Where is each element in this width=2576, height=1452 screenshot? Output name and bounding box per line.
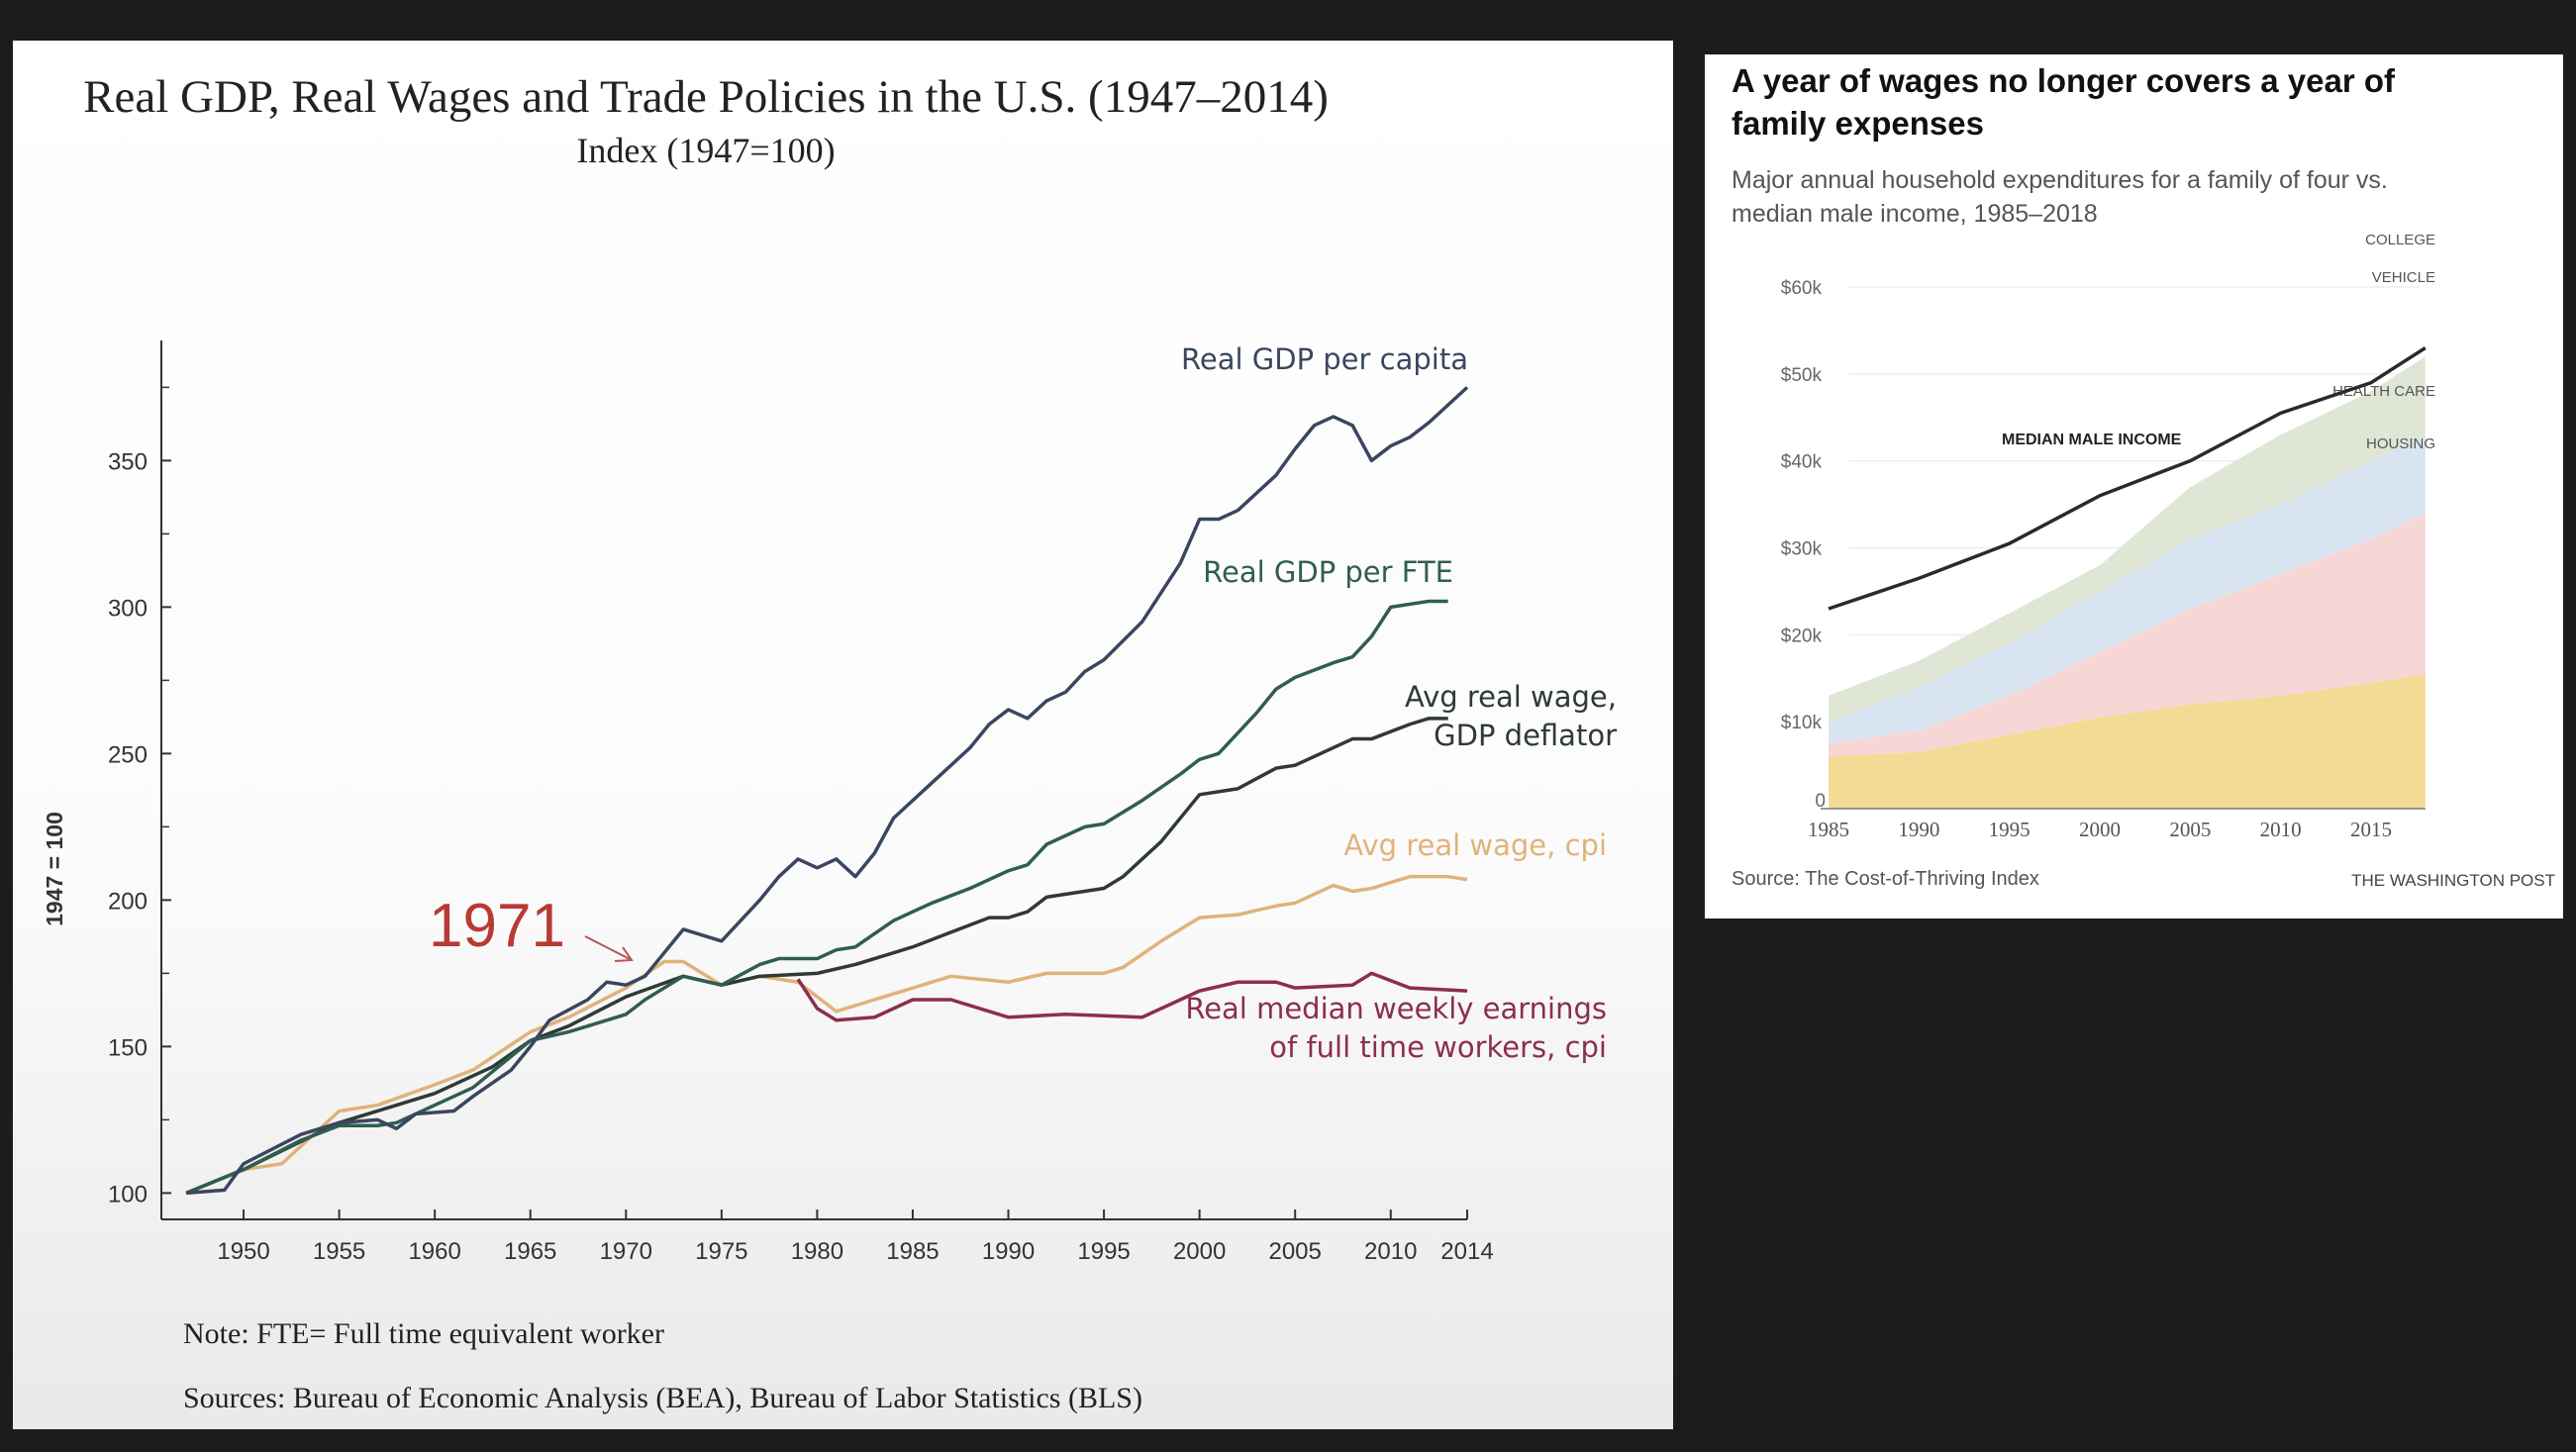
- x-tick-label: 1955: [313, 1238, 365, 1265]
- y-tick-label: $60k: [1781, 278, 1823, 299]
- median-income-line: [1828, 346, 2427, 611]
- x-tick-label: 1950: [217, 1238, 269, 1265]
- x-tick-label: 1985: [886, 1238, 939, 1265]
- chart-title-line-2: family expenses: [1732, 105, 1984, 142]
- series-label: Real median weekly earnings: [1185, 992, 1607, 1025]
- x-tick-label: 2000: [1173, 1238, 1226, 1265]
- series-line-2: [185, 717, 1448, 1195]
- gdp-wages-chart-panel: Real GDP, Real Wages and Trade Policies …: [13, 41, 1673, 1429]
- y-tick-label: 200: [108, 888, 148, 915]
- y-tick-label: $10k: [1781, 713, 1823, 733]
- year-annotation: 1971: [429, 892, 565, 960]
- series-label: Real GDP per capita: [1181, 342, 1468, 376]
- chart-credit: THE WASHINGTON POST: [2351, 871, 2555, 890]
- area-college: [1829, 356, 2426, 723]
- x-tick-label: 1995: [1989, 818, 2031, 841]
- chart-subtitle-line-2: median male income, 1985–2018: [1732, 200, 2098, 228]
- series-label: GDP deflator: [1434, 719, 1617, 752]
- series-line-4: [796, 971, 1468, 1022]
- y-tick-label: $20k: [1781, 626, 1823, 646]
- x-tick-label: 1990: [982, 1238, 1035, 1265]
- area-label: VEHICLE: [2372, 269, 2435, 286]
- x-tick-label: 1995: [1077, 1238, 1130, 1265]
- chart-title-line-1: A year of wages no longer covers a year …: [1732, 62, 2396, 99]
- household-expenses-chart-panel: A year of wages no longer covers a year …: [1705, 54, 2563, 919]
- x-tick-label: 1990: [1898, 818, 1939, 841]
- chart-subtitle-line-1: Major annual household expenditures for …: [1732, 166, 2388, 194]
- chart-title: Real GDP, Real Wages and Trade Policies …: [83, 71, 1329, 123]
- chart-source: Source: The Cost-of-Thriving Index: [1732, 868, 2039, 890]
- chart-note: Note: FTE= Full time equivalent worker: [183, 1317, 664, 1350]
- chart-sources: Sources: Bureau of Economic Analysis (BE…: [183, 1382, 1142, 1414]
- y-tick-label: 0: [1815, 791, 1826, 812]
- area-label: COLLEGE: [2365, 232, 2435, 248]
- y-tick-label: 250: [108, 741, 148, 768]
- x-tick-label: 2014: [1440, 1238, 1493, 1265]
- y-tick-label: 350: [108, 448, 148, 475]
- area-housing: [1829, 673, 2426, 809]
- x-tick-label: 1980: [791, 1238, 843, 1265]
- series-label: of full time workers, cpi: [1269, 1030, 1607, 1064]
- annotation-arrow-icon: [584, 935, 633, 961]
- area-vehicle: [1829, 435, 2426, 744]
- y-axis-label: 1947 = 100: [42, 812, 67, 926]
- y-tick-label: 300: [108, 595, 148, 622]
- x-tick-label: 1960: [408, 1238, 460, 1265]
- area-health-care: [1829, 513, 2426, 757]
- x-tick-label: 2005: [1268, 1238, 1321, 1265]
- series-label: Avg real wage, cpi: [1343, 828, 1607, 862]
- x-tick-label: 2010: [1364, 1238, 1417, 1265]
- y-tick-label: 150: [108, 1034, 148, 1061]
- series-line-3: [185, 874, 1468, 1195]
- y-tick-label: $50k: [1781, 365, 1823, 386]
- series-label: Avg real wage,: [1405, 680, 1617, 714]
- x-tick-label: 2010: [2260, 818, 2302, 841]
- line-label: MEDIAN MALE INCOME: [2002, 432, 2182, 448]
- series-line-1: [185, 599, 1448, 1195]
- y-tick-label: $40k: [1781, 452, 1823, 473]
- x-tick-label: 2005: [2169, 818, 2211, 841]
- x-tick-label: 1965: [504, 1238, 556, 1265]
- y-tick-label: $30k: [1781, 539, 1823, 560]
- y-tick-label: 100: [108, 1181, 148, 1208]
- area-label: HOUSING: [2366, 436, 2435, 452]
- x-tick-label: 1975: [695, 1238, 747, 1265]
- x-tick-label: 2015: [2350, 818, 2392, 841]
- x-tick-label: 1970: [600, 1238, 652, 1265]
- series-line-0: [185, 386, 1469, 1196]
- arrowhead-icon: [614, 946, 634, 962]
- x-tick-label: 1985: [1808, 818, 1849, 841]
- x-tick-label: 2000: [2079, 818, 2121, 841]
- series-label: Real GDP per FTE: [1203, 555, 1453, 589]
- chart-subtitle: Index (1947=100): [576, 131, 836, 170]
- line-chart-svg: 100 150 200 250 300 350 1950 1955 1960 1965 1970 19…: [42, 340, 1617, 1265]
